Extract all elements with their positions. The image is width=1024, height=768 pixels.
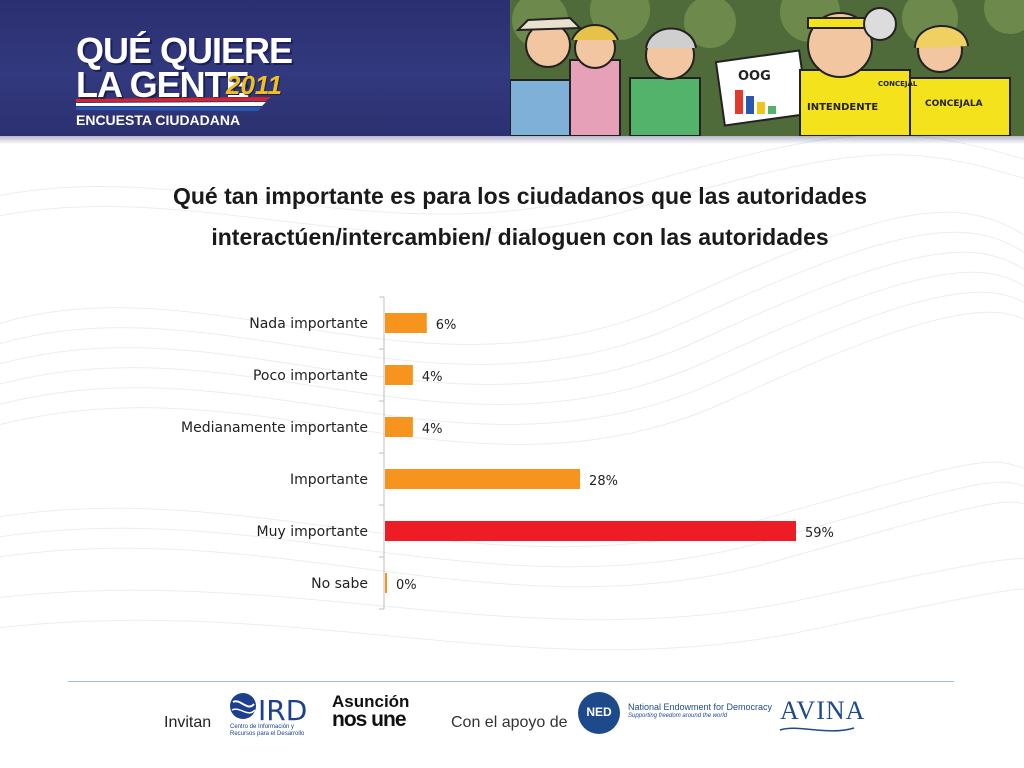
chart-title: Qué tan importante es para los ciudadano… xyxy=(100,176,940,258)
avina-logo-text: AVINA xyxy=(780,696,866,725)
flag-stripes-icon xyxy=(76,97,271,111)
ird-logo-subtitle: Centro de Información y Recursos para el… xyxy=(230,724,305,737)
footer-divider xyxy=(68,681,954,682)
bar xyxy=(385,417,413,437)
data-label: 6% xyxy=(436,318,457,333)
header-shadow xyxy=(0,136,1024,144)
asuncion-logo-line1: Asunción xyxy=(332,692,410,711)
crowd-illustration: OOG INTENDENTE CONCEJALA CONCEJAL xyxy=(510,0,1024,136)
category-label: Importante xyxy=(290,472,368,488)
shirt-text-concejala: CONCEJALA xyxy=(925,99,983,109)
ird-logo-text: IRD xyxy=(258,694,307,727)
category-label: Medianamente importante xyxy=(181,420,368,436)
asuncion-logo: Asunción nos une xyxy=(332,692,422,736)
category-label: No sabe xyxy=(311,576,368,592)
badge-text-concejal: CONCEJAL xyxy=(878,80,918,88)
ned-logo-text: NED xyxy=(586,705,612,719)
avina-logo: AVINA xyxy=(778,694,864,736)
footer-apoyo-label: Con el apoyo de xyxy=(451,714,568,731)
data-label: 0% xyxy=(396,578,417,593)
bar xyxy=(385,573,387,593)
logo-year: 2011 xyxy=(226,70,282,100)
logo-title-line1: QUÉ QUIERE xyxy=(76,30,293,71)
bar xyxy=(385,313,427,333)
data-label: 59% xyxy=(805,526,834,541)
data-label: 28% xyxy=(589,474,618,489)
chart-title-line2: interactúen/intercambien/ dialoguen con … xyxy=(211,224,829,250)
ned-logo: NED National Endowment for Democracy Sup… xyxy=(578,692,772,736)
survey-logo: QUÉ QUIERE LA GENTE 2011 ENCUESTA CIUDAD… xyxy=(76,30,376,130)
sign-text: OOG xyxy=(738,69,771,84)
chart-title-line1: Qué tan importante es para los ciudadano… xyxy=(172,183,867,209)
ned-globe-icon xyxy=(578,692,620,734)
ird-logo: IRD xyxy=(230,693,307,727)
data-label: 4% xyxy=(422,422,443,437)
bar xyxy=(385,365,413,385)
footer-invitan-label: Invitan xyxy=(164,714,212,731)
logo-subtitle: ENCUESTA CIUDADANA xyxy=(76,112,241,128)
category-label: Nada importante xyxy=(249,316,368,332)
ned-tagline: Supporting freedom around the world xyxy=(628,713,728,719)
avina-swoosh-icon xyxy=(779,727,855,732)
category-label: Muy importante xyxy=(257,524,368,540)
header-banner: QUÉ QUIERE LA GENTE 2011 ENCUESTA CIUDAD… xyxy=(0,0,1024,136)
bar xyxy=(385,521,796,541)
category-label: Poco importante xyxy=(253,368,368,384)
asuncion-logo-line2: nos une xyxy=(332,708,407,731)
data-label: 4% xyxy=(422,370,443,385)
shirt-text-intendente: INTENDENTE xyxy=(807,102,878,113)
bar xyxy=(385,469,581,489)
ned-name: National Endowment for Democracy xyxy=(628,702,773,712)
